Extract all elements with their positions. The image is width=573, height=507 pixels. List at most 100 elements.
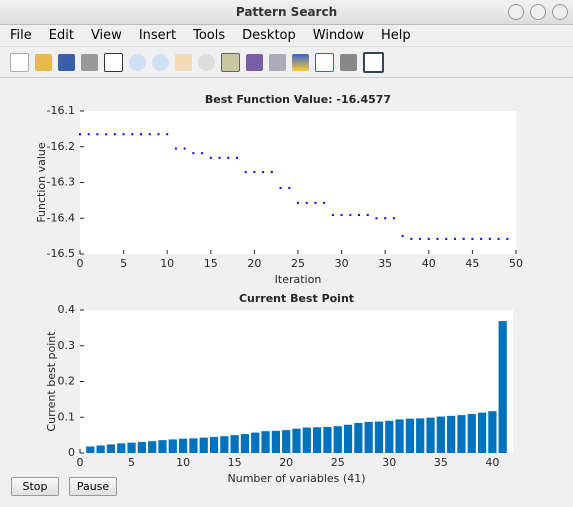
point <box>140 133 143 136</box>
point <box>192 152 195 155</box>
stop-button[interactable]: Stop <box>11 477 59 496</box>
x-tick-label: 40 <box>485 456 499 469</box>
point <box>305 201 308 204</box>
menu-item[interactable]: Edit <box>48 28 74 43</box>
save-button[interactable] <box>58 53 75 71</box>
figure: Best Function Value: -16.4577 Iteration Fu… <box>35 93 523 485</box>
link-button[interactable] <box>269 53 286 71</box>
point <box>366 214 369 217</box>
point <box>253 171 256 174</box>
point <box>323 201 326 204</box>
point <box>96 133 99 136</box>
menu-bar: File Edit View Insert Tools Desktop Window Help <box>0 25 573 46</box>
x-tick-label: 30 <box>382 456 396 469</box>
point <box>401 235 404 238</box>
rotate-button[interactable] <box>198 53 215 71</box>
menu-item[interactable]: Help <box>381 28 411 43</box>
point <box>262 171 265 174</box>
bar <box>209 436 219 453</box>
y-tick-label: -16.3 <box>47 176 75 189</box>
bar <box>457 415 466 453</box>
bar <box>477 412 487 453</box>
toolbar <box>0 46 573 78</box>
point <box>462 237 465 240</box>
menu-item[interactable]: File <box>10 28 32 43</box>
point <box>488 237 491 240</box>
y-tick-label: -16.1 <box>47 104 75 117</box>
menu-item[interactable]: Window <box>312 28 365 43</box>
zoom-in-button[interactable] <box>129 53 146 71</box>
x-tick-label: 25 <box>291 257 305 270</box>
bar <box>416 418 425 453</box>
x-tick-label: 10 <box>160 257 174 270</box>
chart-title: Best Function Value: -16.4577 <box>205 93 391 106</box>
menu-item[interactable]: Desktop <box>242 28 296 43</box>
open-button[interactable] <box>35 53 52 71</box>
title-bar: Pattern Search <box>0 0 573 25</box>
menu-item[interactable]: View <box>90 28 122 43</box>
menu-item[interactable]: Tools <box>193 28 226 43</box>
bar <box>271 430 281 453</box>
bar <box>178 438 188 453</box>
bar <box>426 417 435 453</box>
x-tick-label: 35 <box>434 456 448 469</box>
pause-button[interactable]: Pause <box>69 477 117 496</box>
point <box>392 217 395 220</box>
bar <box>395 419 404 453</box>
zoom-out-button[interactable] <box>152 53 169 71</box>
menu-item[interactable]: Insert <box>138 28 177 43</box>
bar <box>292 428 301 453</box>
x-tick-label: 25 <box>331 456 345 469</box>
colorbar-button[interactable] <box>292 53 309 71</box>
pan-button[interactable] <box>175 53 192 71</box>
point <box>445 237 448 240</box>
point <box>148 133 151 136</box>
point <box>375 217 378 220</box>
bar <box>364 421 373 453</box>
y-tick-label: -16.5 <box>47 247 75 260</box>
point <box>157 133 160 136</box>
y-axis-label: Current best point <box>45 331 58 432</box>
print-button[interactable] <box>81 53 98 71</box>
point <box>131 133 134 136</box>
y-tick-label: -16.2 <box>47 140 75 153</box>
bar <box>302 427 311 453</box>
hide-tools-button[interactable] <box>340 53 357 71</box>
bar <box>168 439 177 453</box>
close[interactable] <box>552 4 568 20</box>
pointer-button[interactable] <box>104 52 123 72</box>
y-axis-label: Function value <box>35 142 48 223</box>
point <box>227 156 230 159</box>
point <box>314 201 317 204</box>
bar <box>220 436 229 453</box>
dock-button[interactable] <box>363 51 384 73</box>
x-tick-label: 30 <box>335 257 349 270</box>
new-button[interactable] <box>10 52 29 72</box>
window-title: Pattern Search <box>235 5 338 19</box>
brush-button[interactable] <box>246 53 263 71</box>
point <box>183 147 186 150</box>
minimize[interactable] <box>508 4 524 20</box>
point <box>349 214 352 217</box>
maximize[interactable] <box>530 4 546 20</box>
point <box>209 156 212 159</box>
point <box>105 133 108 136</box>
bar <box>106 444 116 453</box>
point <box>122 133 125 136</box>
y-tick-label: 0.3 <box>58 339 76 352</box>
x-tick-label: 0 <box>77 257 84 270</box>
point <box>79 133 81 136</box>
point <box>201 152 204 155</box>
bar <box>385 420 394 453</box>
point <box>436 237 439 240</box>
data-cursor-button[interactable] <box>221 52 240 72</box>
x-tick-label: 50 <box>509 257 523 270</box>
y-tick-label: 0 <box>68 446 75 459</box>
bar <box>282 430 291 453</box>
x-tick-label: 40 <box>422 257 436 270</box>
legend-button[interactable] <box>315 52 334 72</box>
bar <box>199 437 208 453</box>
bar <box>374 421 384 453</box>
point <box>288 186 291 189</box>
